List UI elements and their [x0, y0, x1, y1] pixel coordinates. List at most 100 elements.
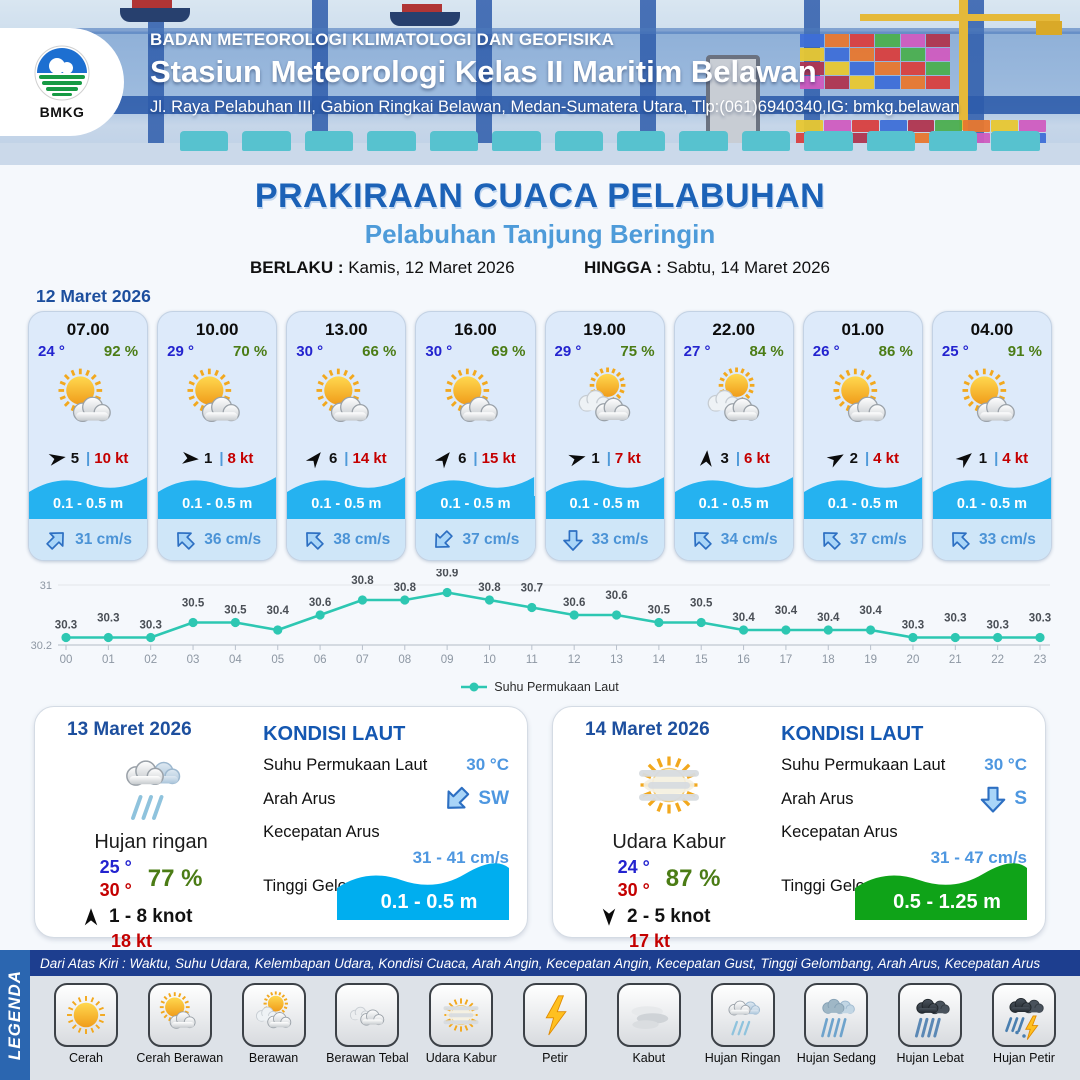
sst-line-chart: 3130.230.30030.30130.30230.50330.50430.4…: [31, 568, 1052, 667]
card-wind-row: 6 | 15 kt: [416, 444, 534, 472]
svg-text:23: 23: [1034, 654, 1047, 666]
wind-direction-icon: [826, 449, 846, 468]
svg-text:18: 18: [822, 654, 835, 666]
forecast-card: 01.00 26 ° 86 % 2 | 4 kt 0.1 - 0.5 m 37 …: [802, 311, 923, 561]
wave-height: 0.1 - 0.5 m: [545, 496, 664, 519]
bmkg-logo-label: BMKG: [39, 104, 85, 120]
svg-text:30.3: 30.3: [97, 613, 119, 625]
wind-gust: 14 kt: [352, 449, 387, 467]
wind-direction-icon: [434, 449, 454, 468]
wave-crest: [932, 477, 1051, 496]
current-direction-icon: [442, 784, 472, 814]
legend-item: Hujan Sedang: [792, 983, 880, 1065]
card-humidity: 75 %: [620, 343, 655, 360]
legend-item-label: Cerah Berawan: [136, 1051, 224, 1065]
wind-speed: 5: [70, 449, 80, 467]
wind-direction-icon: [81, 907, 101, 927]
svg-text:30.5: 30.5: [648, 605, 671, 617]
chart-legend: Suhu Permukaan Laut: [26, 680, 1054, 694]
svg-text:30.3: 30.3: [944, 613, 966, 625]
card-temperature: 30 °: [425, 343, 453, 360]
wave-crest: [158, 477, 277, 496]
card-humidity: 92 %: [103, 343, 139, 360]
wave-crest: [29, 477, 148, 496]
legend-item-label: Hujan Lebat: [896, 1051, 964, 1065]
wind-speed: 1: [978, 449, 988, 467]
current-speed: 36 cm/s: [204, 530, 262, 548]
wave-height: 0.1 - 0.5 m: [932, 496, 1051, 519]
wind-speed: 6: [328, 449, 338, 467]
current-direction-icon: [44, 528, 68, 552]
svg-text:31: 31: [40, 580, 52, 592]
wave-crest: [287, 477, 406, 496]
panel-condition: Hujan ringan: [94, 831, 208, 853]
panel-temp-max: 30 °: [99, 879, 132, 900]
forecast-date-label: 12 Maret 2026: [36, 286, 151, 306]
svg-text:06: 06: [314, 654, 327, 666]
container-stack-illustration: [800, 34, 950, 90]
svg-text:30.8: 30.8: [478, 582, 501, 594]
current-direction-icon: [948, 528, 972, 552]
card-temperature: 25 °: [941, 343, 969, 360]
sst-label: Suhu Permukaan Laut: [781, 755, 946, 774]
svg-text:08: 08: [398, 654, 411, 666]
hingga-value: Sabtu, 14 Maret 2026: [666, 258, 831, 277]
svg-text:17: 17: [780, 654, 793, 666]
window-bar: [0, 28, 1080, 34]
poster-title: PRAKIRAAN CUACA PELABUHAN Pelabuhan Tanj…: [0, 165, 1080, 278]
current-dir-label: Arah Arus: [781, 789, 854, 808]
svg-text:30.3: 30.3: [1029, 613, 1051, 625]
legend-item: Udara Kabur: [417, 983, 505, 1065]
current-direction-icon: [173, 528, 197, 552]
forecast-card: 16.00 30 ° 69 % 6 | 15 kt 0.1 - 0.5 m 37…: [415, 311, 536, 561]
card-temperature: 29 °: [554, 343, 582, 360]
current-speed: 33 cm/s: [591, 530, 649, 548]
card-time: 19.00: [583, 320, 626, 339]
wind-direction-icon: [305, 449, 325, 468]
current-speed-value: 31 - 47 cm/s: [930, 848, 1027, 867]
chart-legend-label: Suhu Permukaan Laut: [494, 680, 619, 694]
wind-gust: 15 kt: [481, 449, 516, 467]
station-name: Stasiun Meteorologi Kelas II Maritim Bel…: [150, 54, 817, 89]
sea-conditions: KONDISI LAUT Suhu Permukaan Laut 30 °C A…: [249, 719, 509, 927]
legend-marker-icon: [461, 682, 488, 692]
wave-height: 0.1 - 0.5 m: [674, 496, 793, 519]
svg-text:30.6: 30.6: [563, 597, 585, 609]
svg-text:07: 07: [356, 654, 369, 666]
svg-text:30.3: 30.3: [140, 620, 162, 632]
ship-illustration: [390, 4, 460, 26]
legend-item: Berawan Tebal: [323, 983, 411, 1065]
legend-item: Cerah Berawan: [136, 983, 224, 1065]
petir-icon: [522, 983, 587, 1047]
card-time: 04.00: [970, 320, 1014, 339]
card-current-row: 37 cm/s: [416, 519, 535, 560]
current-direction-icon: [819, 528, 843, 552]
svg-text:30.9: 30.9: [436, 569, 458, 580]
legend-item-label: Petir: [542, 1051, 568, 1065]
svg-text:30.2: 30.2: [31, 640, 52, 652]
card-humidity: 70 %: [233, 343, 268, 360]
svg-text:30.3: 30.3: [902, 620, 924, 632]
wind-direction-icon: [568, 449, 587, 468]
legend-sidebar-label: LEGENDA: [5, 969, 24, 1061]
sea-title: KONDISI LAUT: [263, 723, 406, 745]
wind-direction-icon: [955, 449, 975, 468]
wave-crest: [674, 477, 793, 496]
card-current-row: 38 cm/s: [287, 519, 406, 560]
card-current-row: 34 cm/s: [674, 519, 793, 560]
page-title: PRAKIRAAN CUACA PELABUHAN: [254, 177, 826, 215]
card-time: 13.00: [325, 320, 368, 339]
wind-direction-icon: [181, 449, 200, 468]
sst-value: 30 °C: [466, 755, 509, 774]
wind-speed: 6: [458, 449, 467, 467]
card-humidity: 86 %: [878, 343, 913, 360]
station-address: Jl. Raya Pelabuhan III, Gabion Ringkai B…: [150, 98, 960, 116]
legend-item-label: Hujan Sedang: [796, 1051, 876, 1065]
card-temperature: 30 °: [296, 343, 324, 360]
forecast-card: 22.00 27 ° 84 % 3 | 6 kt 0.1 - 0.5 m 34 …: [673, 311, 794, 561]
wave-crest: [416, 477, 535, 496]
current-speed: 33 cm/s: [978, 530, 1036, 548]
current-direction-icon: [978, 784, 1008, 814]
legend-item: Cerah: [42, 983, 130, 1065]
bmkg-logo-icon: [34, 45, 90, 101]
